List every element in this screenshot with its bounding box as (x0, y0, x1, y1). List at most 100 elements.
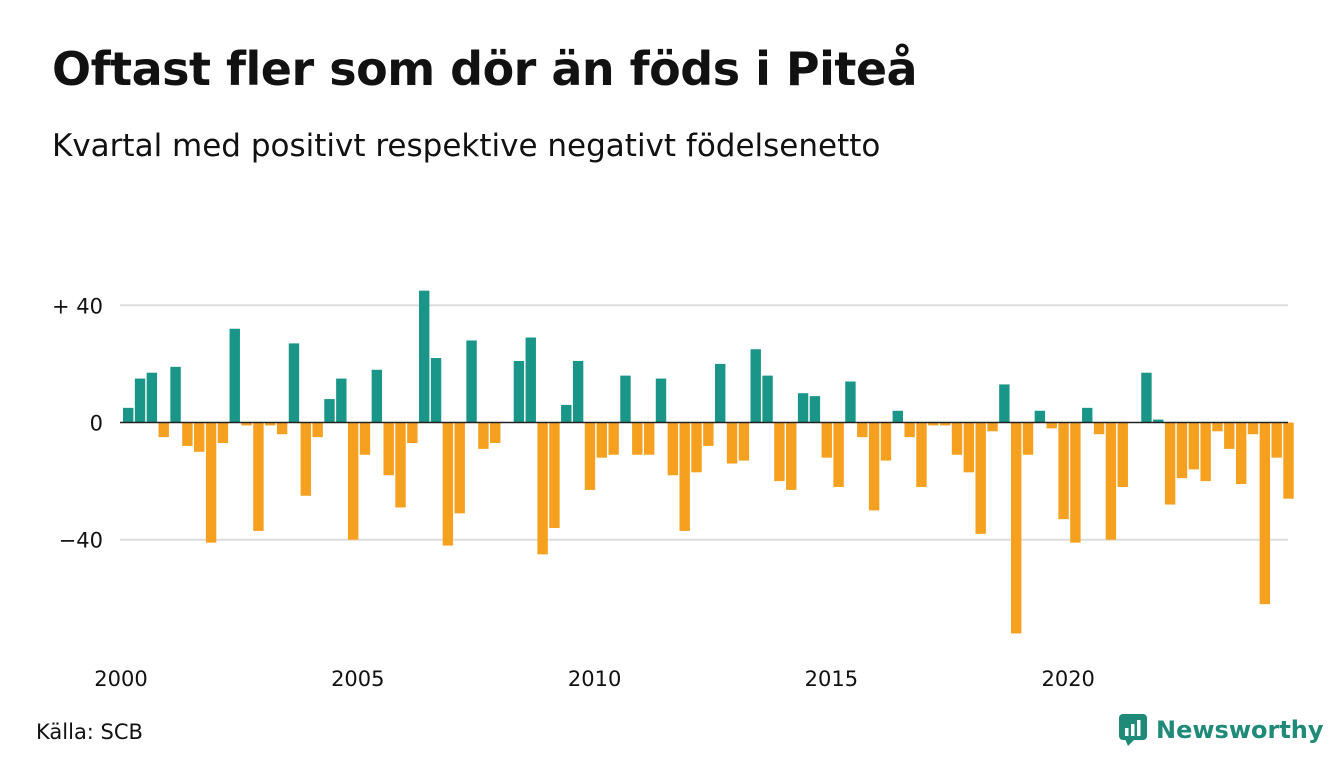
bar-negative (395, 422, 406, 508)
bar-negative (987, 422, 998, 432)
bar-negative (359, 422, 371, 455)
x-tick-label: 2010 (568, 667, 621, 691)
bar-negative (1283, 422, 1294, 499)
bar-positive (324, 399, 335, 423)
bar-negative (194, 422, 205, 452)
bar-negative (1259, 422, 1271, 605)
bar-negative (1093, 422, 1105, 435)
bar-positive (845, 381, 856, 423)
bar-positive (170, 366, 181, 423)
x-tick-label: 2000 (94, 667, 147, 691)
bar-positive (371, 369, 383, 423)
bar-negative (916, 422, 927, 487)
bar-positive (123, 407, 134, 423)
bar-positive (288, 343, 300, 423)
bar-negative (217, 422, 229, 444)
bar-negative (738, 422, 750, 461)
bar-negative (158, 422, 169, 438)
bar-negative (596, 422, 607, 458)
bar-negative (1271, 422, 1282, 458)
bar-negative (857, 422, 868, 438)
bar-positive (1141, 372, 1152, 423)
bar-positive (525, 337, 536, 423)
y-axis-ticks: + 40 0 −40 (52, 294, 103, 552)
bar-positive (620, 375, 631, 423)
bar-negative (703, 422, 714, 446)
bar-negative (928, 422, 939, 426)
bar-negative (880, 422, 892, 461)
bar-negative (1164, 422, 1176, 505)
bar-negative (549, 422, 560, 528)
bar-negative (833, 422, 844, 487)
bar-negative (691, 422, 702, 473)
bar-negative (786, 422, 797, 490)
bar-positive (229, 328, 240, 423)
bar-negative (1176, 422, 1188, 479)
bar-positive (466, 340, 477, 423)
y-tick-label: 0 (90, 412, 103, 436)
bar-positive (572, 360, 584, 423)
bar-positive (797, 393, 809, 423)
bar-positive (655, 378, 667, 423)
bar-negative (939, 422, 951, 426)
bar-negative (537, 422, 548, 555)
bar-negative (407, 422, 418, 444)
bar-positive (146, 372, 158, 423)
grid-lines (120, 304, 1288, 541)
bar-negative (265, 422, 276, 426)
bar-positive (1153, 419, 1164, 423)
bar-negative (442, 422, 454, 546)
bar-negative (312, 422, 323, 438)
bar-negative (608, 422, 619, 455)
bar-positive (336, 378, 347, 423)
bar-negative (253, 422, 264, 531)
bar-negative (205, 422, 217, 543)
bar-positive (561, 404, 572, 423)
brand-name: Newsworthy (1156, 716, 1324, 744)
bar-negative (904, 422, 915, 438)
bar-chart-logo-icon (1119, 714, 1147, 746)
bar-positive (715, 363, 726, 423)
bar-negative (774, 422, 785, 482)
bar-negative (584, 422, 596, 490)
bar-negative (1105, 422, 1117, 540)
bar-negative (1070, 422, 1081, 543)
bar-negative (1117, 422, 1128, 487)
bar-negative (667, 422, 679, 476)
bar-negative (632, 422, 643, 455)
bar-negative (241, 422, 252, 426)
bar-negative (726, 422, 738, 464)
bar-negative (975, 422, 986, 534)
bar-negative (868, 422, 880, 511)
bar-negative (1235, 422, 1247, 485)
bar-negative (182, 422, 193, 446)
x-tick-label: 2005 (331, 667, 384, 691)
bar-negative (643, 422, 655, 455)
bar-positive (134, 378, 146, 423)
bar-positive (430, 358, 442, 423)
bar-negative (454, 422, 465, 514)
source-note: Källa: SCB (36, 720, 143, 744)
bar-negative (1247, 422, 1259, 435)
bar-negative (1200, 422, 1211, 482)
bar-positive (999, 384, 1010, 423)
bar-negative (679, 422, 690, 531)
bar-negative (1022, 422, 1034, 455)
brand-logo: Newsworthy (1118, 713, 1324, 747)
bar-negative (1212, 422, 1223, 432)
bar-positive (809, 396, 821, 423)
bar-negative (490, 422, 501, 444)
chart-title: Oftast fler som dör än föds i Piteå (52, 42, 918, 96)
bars (123, 290, 1294, 634)
y-tick-label: + 40 (52, 294, 103, 318)
bar-negative (347, 422, 359, 540)
bar-positive (1034, 410, 1046, 423)
bar-positive (513, 360, 525, 423)
bar-negative (300, 422, 311, 496)
bar-negative (1224, 422, 1235, 449)
bar-positive (1082, 407, 1093, 423)
bar-negative (276, 422, 288, 435)
bar-negative (951, 422, 963, 455)
bar-positive (750, 349, 761, 423)
bar-positive (762, 375, 773, 423)
